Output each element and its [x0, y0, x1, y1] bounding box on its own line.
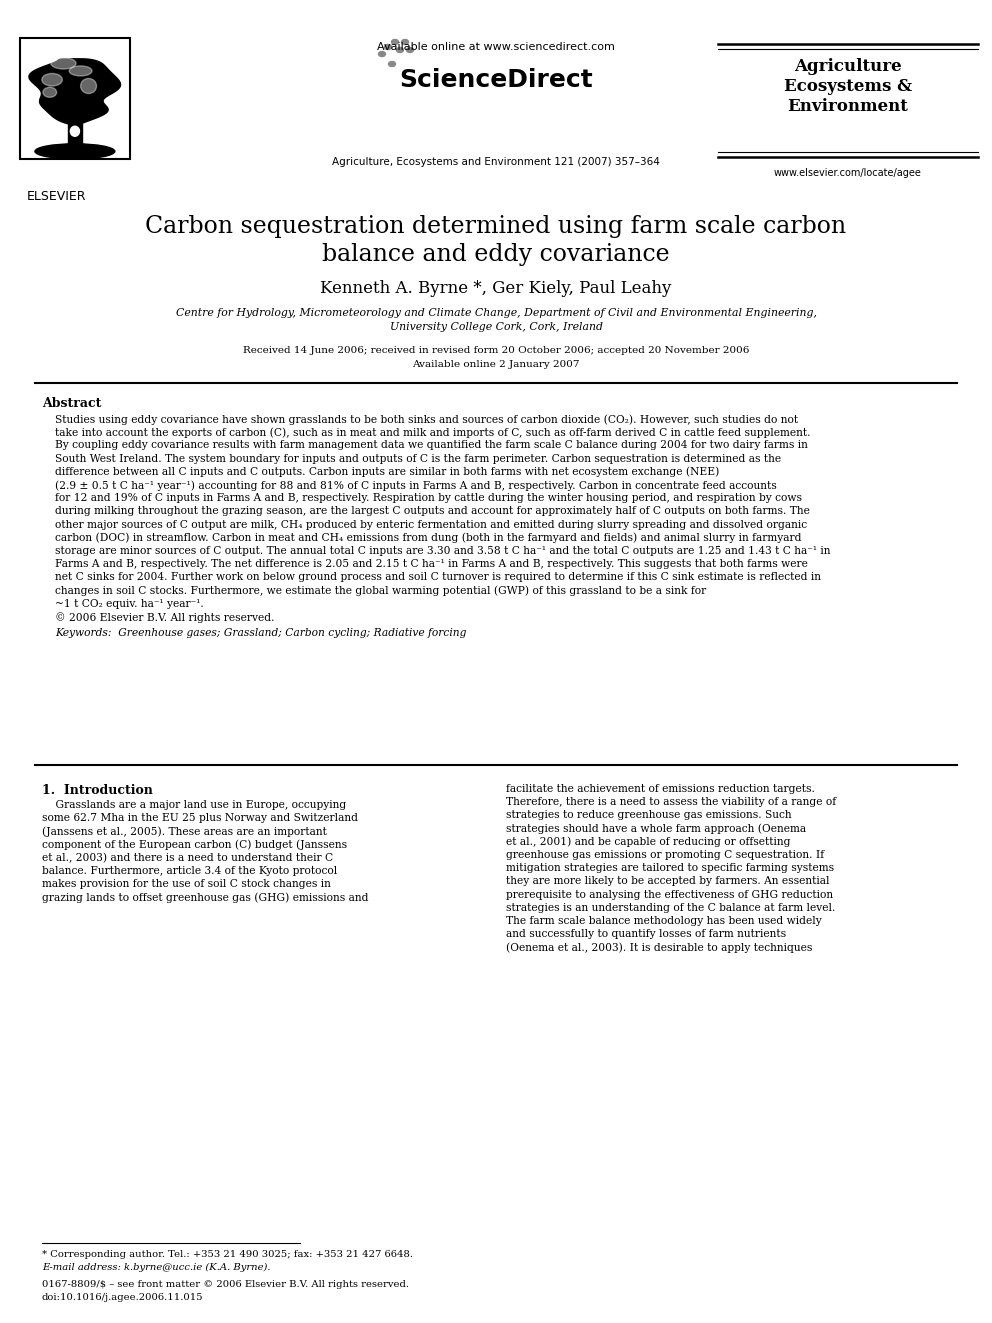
Text: strategies should have a whole farm approach (Oenema: strategies should have a whole farm appr… — [506, 824, 806, 835]
Text: (Janssens et al., 2005). These areas are an important: (Janssens et al., 2005). These areas are… — [42, 827, 327, 837]
Text: mitigation strategies are tailored to specific farming systems: mitigation strategies are tailored to sp… — [506, 863, 834, 873]
Text: net C sinks for 2004. Further work on below ground process and soil C turnover i: net C sinks for 2004. Further work on be… — [55, 573, 821, 582]
Text: South West Ireland. The system boundary for inputs and outputs of C is the farm : South West Ireland. The system boundary … — [55, 454, 781, 463]
Ellipse shape — [389, 61, 396, 66]
Text: doi:10.1016/j.agee.2006.11.015: doi:10.1016/j.agee.2006.11.015 — [42, 1293, 203, 1302]
Text: difference between all C inputs and C outputs. Carbon inputs are similar in both: difference between all C inputs and C ou… — [55, 467, 719, 478]
Text: greenhouse gas emissions or promoting C sequestration. If: greenhouse gas emissions or promoting C … — [506, 849, 824, 860]
Text: (2.9 ± 0.5 t C ha⁻¹ year⁻¹) accounting for 88 and 81% of C inputs in Farms A and: (2.9 ± 0.5 t C ha⁻¹ year⁻¹) accounting f… — [55, 480, 777, 491]
Bar — [68, 116, 81, 151]
Text: other major sources of C output are milk, CH₄ produced by enteric fermentation a: other major sources of C output are milk… — [55, 520, 807, 529]
Text: ScienceDirect: ScienceDirect — [399, 67, 593, 93]
Text: et al., 2001) and be capable of reducing or offsetting: et al., 2001) and be capable of reducing… — [506, 837, 791, 847]
Text: facilitate the achievement of emissions reduction targets.: facilitate the achievement of emissions … — [506, 785, 814, 794]
Ellipse shape — [69, 66, 92, 75]
Text: during milking throughout the grazing season, are the largest C outputs and acco: during milking throughout the grazing se… — [55, 507, 809, 516]
Text: component of the European carbon (C) budget (Janssens: component of the European carbon (C) bud… — [42, 840, 347, 851]
Text: The farm scale balance methodology has been used widely: The farm scale balance methodology has b… — [506, 916, 821, 926]
Text: for 12 and 19% of C inputs in Farms A and B, respectively. Respiration by cattle: for 12 and 19% of C inputs in Farms A an… — [55, 493, 802, 503]
Text: Studies using eddy covariance have shown grasslands to be both sinks and sources: Studies using eddy covariance have shown… — [55, 414, 799, 425]
Ellipse shape — [402, 40, 409, 45]
Text: Therefore, there is a need to assess the viability of a range of: Therefore, there is a need to assess the… — [506, 798, 836, 807]
Text: E-mail address: k.byrne@ucc.ie (K.A. Byrne).: E-mail address: k.byrne@ucc.ie (K.A. Byr… — [42, 1263, 271, 1273]
Text: ELSEVIER: ELSEVIER — [27, 191, 86, 202]
Text: Agriculture: Agriculture — [795, 58, 902, 75]
Text: ~1 t CO₂ equiv. ha⁻¹ year⁻¹.: ~1 t CO₂ equiv. ha⁻¹ year⁻¹. — [55, 599, 203, 609]
Ellipse shape — [51, 58, 76, 69]
Text: some 62.7 Mha in the EU 25 plus Norway and Switzerland: some 62.7 Mha in the EU 25 plus Norway a… — [42, 814, 358, 823]
Text: Abstract: Abstract — [42, 397, 101, 410]
Text: (Oenema et al., 2003). It is desirable to apply techniques: (Oenema et al., 2003). It is desirable t… — [506, 942, 812, 953]
Text: changes in soil C stocks. Furthermore, we estimate the global warming potential : changes in soil C stocks. Furthermore, w… — [55, 586, 706, 597]
Circle shape — [70, 126, 79, 136]
Text: University College Cork, Cork, Ireland: University College Cork, Cork, Ireland — [390, 321, 602, 332]
Ellipse shape — [43, 87, 57, 98]
Text: Environment: Environment — [788, 98, 909, 115]
Text: et al., 2003) and there is a need to understand their C: et al., 2003) and there is a need to und… — [42, 853, 333, 863]
Text: Received 14 June 2006; received in revised form 20 October 2006; accepted 20 Nov: Received 14 June 2006; received in revis… — [243, 347, 749, 355]
Text: Carbon sequestration determined using farm scale carbon: Carbon sequestration determined using fa… — [146, 216, 846, 238]
Text: www.elsevier.com/locate/agee: www.elsevier.com/locate/agee — [774, 168, 922, 179]
Text: take into account the exports of carbon (C), such as in meat and milk and import: take into account the exports of carbon … — [55, 427, 810, 438]
Text: © 2006 Elsevier B.V. All rights reserved.: © 2006 Elsevier B.V. All rights reserved… — [55, 613, 275, 623]
Text: Available online 2 January 2007: Available online 2 January 2007 — [413, 360, 579, 369]
Ellipse shape — [379, 52, 386, 57]
Text: Kenneth A. Byrne *, Ger Kiely, Paul Leahy: Kenneth A. Byrne *, Ger Kiely, Paul Leah… — [320, 280, 672, 296]
Text: storage are minor sources of C output. The annual total C inputs are 3.30 and 3.: storage are minor sources of C output. T… — [55, 546, 830, 556]
Text: Grasslands are a major land use in Europe, occupying: Grasslands are a major land use in Europ… — [42, 800, 346, 810]
Text: makes provision for the use of soil C stock changes in: makes provision for the use of soil C st… — [42, 880, 331, 889]
Text: Agriculture, Ecosystems and Environment 121 (2007) 357–364: Agriculture, Ecosystems and Environment … — [332, 157, 660, 167]
Ellipse shape — [35, 144, 115, 159]
Text: Available online at www.sciencedirect.com: Available online at www.sciencedirect.co… — [377, 42, 615, 52]
Text: carbon (DOC) in streamflow. Carbon in meat and CH₄ emissions from dung (both in : carbon (DOC) in streamflow. Carbon in me… — [55, 533, 802, 544]
Text: 1.  Introduction: 1. Introduction — [42, 785, 153, 796]
Ellipse shape — [407, 48, 414, 53]
Text: 0167-8809/$ – see front matter © 2006 Elsevier B.V. All rights reserved.: 0167-8809/$ – see front matter © 2006 El… — [42, 1279, 409, 1289]
Text: Ecosystems &: Ecosystems & — [784, 78, 912, 95]
Polygon shape — [29, 58, 120, 124]
Text: Centre for Hydrology, Micrometeorology and Climate Change, Department of Civil a: Centre for Hydrology, Micrometeorology a… — [176, 308, 816, 318]
Text: Farms A and B, respectively. The net difference is 2.05 and 2.15 t C ha⁻¹ in Far: Farms A and B, respectively. The net dif… — [55, 560, 807, 569]
Text: * Corresponding author. Tel.: +353 21 490 3025; fax: +353 21 427 6648.: * Corresponding author. Tel.: +353 21 49… — [42, 1250, 413, 1259]
Text: grazing lands to offset greenhouse gas (GHG) emissions and: grazing lands to offset greenhouse gas (… — [42, 893, 368, 904]
Ellipse shape — [392, 40, 399, 45]
Text: balance and eddy covariance: balance and eddy covariance — [322, 243, 670, 266]
Text: Keywords:  Greenhouse gases; Grassland; Carbon cycling; Radiative forcing: Keywords: Greenhouse gases; Grassland; C… — [55, 628, 466, 638]
Ellipse shape — [42, 73, 62, 86]
Text: balance. Furthermore, article 3.4 of the Kyoto protocol: balance. Furthermore, article 3.4 of the… — [42, 867, 337, 876]
Ellipse shape — [397, 48, 404, 53]
Ellipse shape — [80, 78, 96, 94]
Text: they are more likely to be accepted by farmers. An essential: they are more likely to be accepted by f… — [506, 876, 829, 886]
Ellipse shape — [385, 45, 392, 49]
Text: By coupling eddy covariance results with farm management data we quantified the : By coupling eddy covariance results with… — [55, 441, 807, 450]
Text: strategies to reduce greenhouse gas emissions. Such: strategies to reduce greenhouse gas emis… — [506, 811, 792, 820]
Text: strategies is an understanding of the C balance at farm level.: strategies is an understanding of the C … — [506, 902, 835, 913]
Text: prerequisite to analysing the effectiveness of GHG reduction: prerequisite to analysing the effectiven… — [506, 889, 833, 900]
Text: and successfully to quantify losses of farm nutrients: and successfully to quantify losses of f… — [506, 929, 786, 939]
